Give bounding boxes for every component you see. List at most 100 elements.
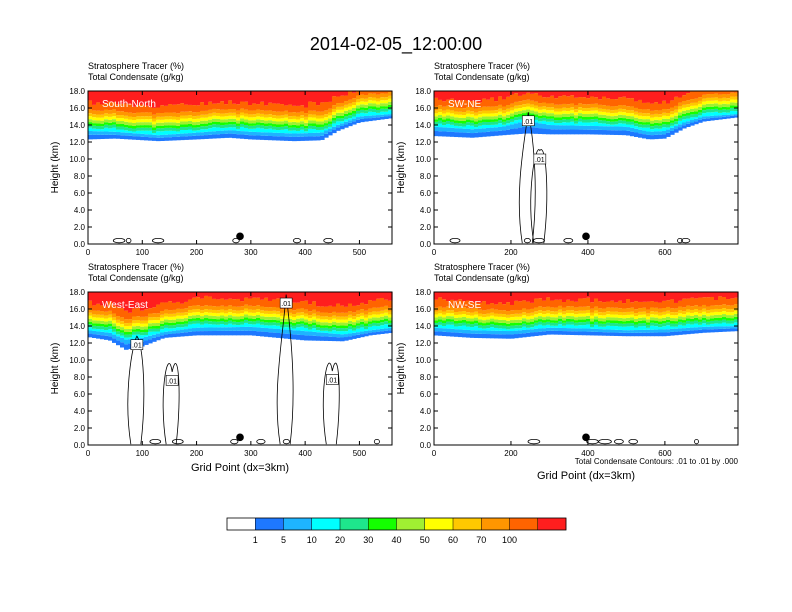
- tracer-cell: [682, 113, 687, 117]
- tracer-cell: [598, 108, 603, 112]
- tracer-cell: [630, 302, 635, 308]
- tracer-cell: [682, 298, 687, 308]
- tracer-cell: [590, 116, 595, 120]
- tracer-cell: [352, 118, 357, 122]
- tracer-cell: [506, 91, 511, 97]
- tracer-cell: [706, 316, 711, 320]
- tracer-cell: [204, 315, 209, 319]
- tracer-cell: [196, 309, 201, 313]
- tracer-cell: [558, 91, 563, 97]
- tracer-cell: [510, 118, 515, 122]
- tracer-cell: [272, 292, 277, 300]
- tracer-cell: [324, 330, 329, 333]
- tracer-cell: [630, 323, 635, 327]
- tracer-cell: [188, 324, 193, 329]
- tracer-cell: [184, 124, 189, 128]
- tracer-cell: [116, 306, 121, 317]
- tracer-cell: [216, 313, 221, 317]
- tracer-cell: [352, 330, 357, 333]
- tracer-cell: [192, 328, 197, 332]
- tracer-cell: [526, 327, 531, 330]
- tracer-cell: [368, 108, 373, 112]
- tracer-cell: [498, 302, 503, 311]
- tracer-cell: [232, 306, 237, 311]
- tracer-cell: [172, 319, 177, 323]
- y-tick-label: 4.0: [420, 206, 432, 215]
- tracer-cell: [376, 292, 381, 299]
- tracer-cell: [320, 330, 325, 333]
- tracer-cell: [454, 317, 459, 321]
- tracer-cell: [646, 119, 651, 123]
- tracer-cell: [618, 130, 623, 136]
- tracer-cell: [678, 306, 683, 311]
- tracer-cell: [380, 108, 385, 112]
- tracer-cell: [446, 99, 451, 106]
- tracer-cell: [240, 118, 245, 122]
- tracer-cell: [128, 319, 133, 323]
- tracer-cell: [92, 325, 97, 329]
- tracer-cell: [292, 121, 297, 125]
- tracer-cell: [156, 122, 161, 126]
- tracer-cell: [316, 136, 321, 141]
- x-tick-label: 200: [504, 449, 518, 458]
- tracer-cell: [232, 112, 237, 116]
- tracer-cell: [574, 129, 579, 135]
- tracer-cell: [690, 91, 695, 100]
- tracer-cell: [112, 320, 117, 324]
- tracer-cell: [140, 133, 145, 137]
- tracer-cell: [384, 103, 389, 107]
- panel-swne: .01.010.02.04.06.08.010.012.014.016.018.…: [396, 61, 739, 257]
- tracer-cell: [388, 104, 393, 108]
- tracer-cell: [466, 122, 471, 126]
- tracer-cell: [486, 127, 491, 132]
- tracer-cell: [586, 315, 591, 319]
- tracer-cell: [280, 309, 285, 313]
- tracer-cell: [634, 123, 639, 127]
- tracer-cell: [372, 332, 377, 335]
- tracer-cell: [204, 117, 209, 121]
- tracer-cell: [462, 120, 467, 124]
- tracer-cell: [482, 292, 487, 302]
- tracer-cell: [730, 328, 735, 332]
- tracer-cell: [538, 121, 543, 124]
- tracer-cell: [562, 107, 567, 111]
- tracer-cell: [144, 119, 149, 123]
- tracer-cell: [244, 109, 249, 114]
- tracer-cell: [482, 91, 487, 99]
- tracer-cell: [450, 319, 455, 322]
- tracer-cell: [598, 126, 603, 130]
- tracer-cell: [598, 318, 603, 322]
- tracer-cell: [316, 129, 321, 133]
- tracer-cell: [682, 317, 687, 321]
- tracer-cell: [276, 307, 281, 312]
- tracer-cell: [514, 328, 519, 331]
- tracer-cell: [316, 311, 321, 316]
- tracer-cell: [372, 292, 377, 301]
- tracer-cell: [244, 134, 249, 140]
- tracer-cell: [462, 108, 467, 113]
- tracer-cell: [482, 106, 487, 111]
- tracer-cell: [730, 115, 735, 119]
- tracer-cell: [706, 100, 711, 104]
- tracer-cell: [260, 116, 265, 120]
- tracer-cell: [240, 319, 245, 322]
- tracer-cell: [518, 333, 523, 338]
- tracer-cell: [344, 95, 349, 102]
- tracer-cell: [228, 109, 233, 113]
- tracer-cell: [654, 326, 659, 330]
- tracer-cell: [288, 133, 293, 137]
- tracer-cell: [252, 306, 257, 310]
- tracer-cell: [642, 122, 647, 125]
- y-tick-label: 2.0: [420, 223, 432, 232]
- tracer-cell: [176, 91, 181, 105]
- tracer-cell: [554, 314, 559, 318]
- tracer-cell: [562, 331, 567, 335]
- tracer-cell: [674, 91, 679, 97]
- tracer-cell: [574, 123, 579, 126]
- y-tick-label: 18.0: [415, 288, 431, 297]
- tracer-cell: [224, 310, 229, 314]
- tracer-cell: [658, 327, 663, 330]
- tracer-cell: [188, 136, 193, 140]
- tracer-cell: [264, 325, 269, 329]
- tracer-cell: [184, 323, 189, 327]
